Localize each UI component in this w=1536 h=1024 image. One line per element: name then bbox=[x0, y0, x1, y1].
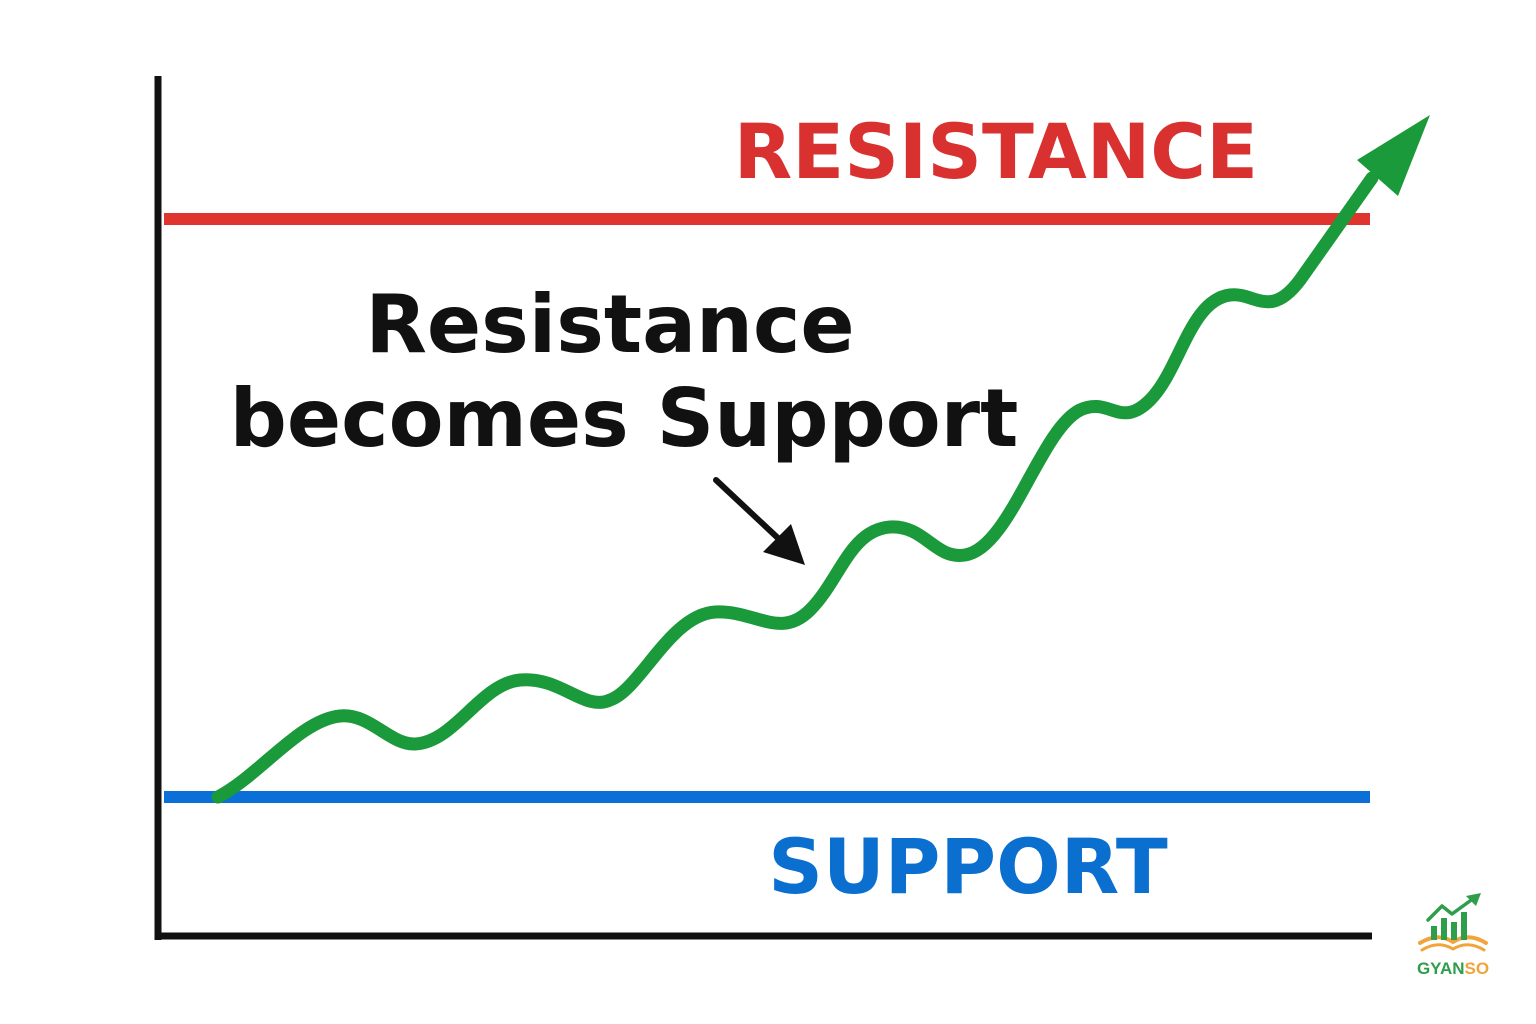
annotation-arrow bbox=[713, 477, 805, 565]
support-label: SUPPORT bbox=[768, 822, 1168, 911]
annotation-line-2: becomes Support bbox=[230, 372, 1019, 465]
trend-arrowhead bbox=[1357, 115, 1430, 196]
resistance-label: RESISTANCE bbox=[734, 107, 1258, 196]
price-trend-line bbox=[211, 171, 1379, 804]
logo-text: GYANSO bbox=[1417, 959, 1489, 978]
gyanso-logo: GYANSO bbox=[1417, 893, 1489, 978]
annotation-line-1: Resistance bbox=[365, 278, 854, 371]
logo-text-gyan: GYAN bbox=[1417, 959, 1465, 978]
growth-chart-book-icon bbox=[1418, 893, 1488, 952]
logo-text-so: SO bbox=[1465, 959, 1490, 978]
